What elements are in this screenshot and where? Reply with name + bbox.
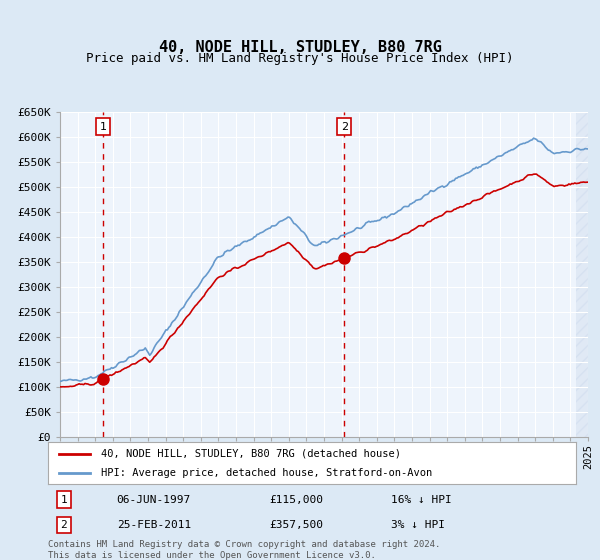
Text: 1: 1: [61, 495, 67, 505]
Text: £357,500: £357,500: [270, 520, 324, 530]
Text: 25-FEB-2011: 25-FEB-2011: [116, 520, 191, 530]
Bar: [575, 112, 588, 437]
Text: 1: 1: [100, 122, 106, 132]
Text: 40, NODE HILL, STUDLEY, B80 7RG: 40, NODE HILL, STUDLEY, B80 7RG: [158, 40, 442, 55]
Text: 3% ↓ HPI: 3% ↓ HPI: [391, 520, 445, 530]
Text: 16% ↓ HPI: 16% ↓ HPI: [391, 495, 452, 505]
Text: 2: 2: [341, 122, 348, 132]
Text: 06-JUN-1997: 06-JUN-1997: [116, 495, 191, 505]
Text: Price paid vs. HM Land Registry's House Price Index (HPI): Price paid vs. HM Land Registry's House …: [86, 52, 514, 66]
Text: 40, NODE HILL, STUDLEY, B80 7RG (detached house): 40, NODE HILL, STUDLEY, B80 7RG (detache…: [101, 449, 401, 459]
Text: HPI: Average price, detached house, Stratford-on-Avon: HPI: Average price, detached house, Stra…: [101, 468, 432, 478]
Text: Contains HM Land Registry data © Crown copyright and database right 2024.
This d: Contains HM Land Registry data © Crown c…: [48, 540, 440, 559]
Text: 2: 2: [61, 520, 67, 530]
Text: £115,000: £115,000: [270, 495, 324, 505]
